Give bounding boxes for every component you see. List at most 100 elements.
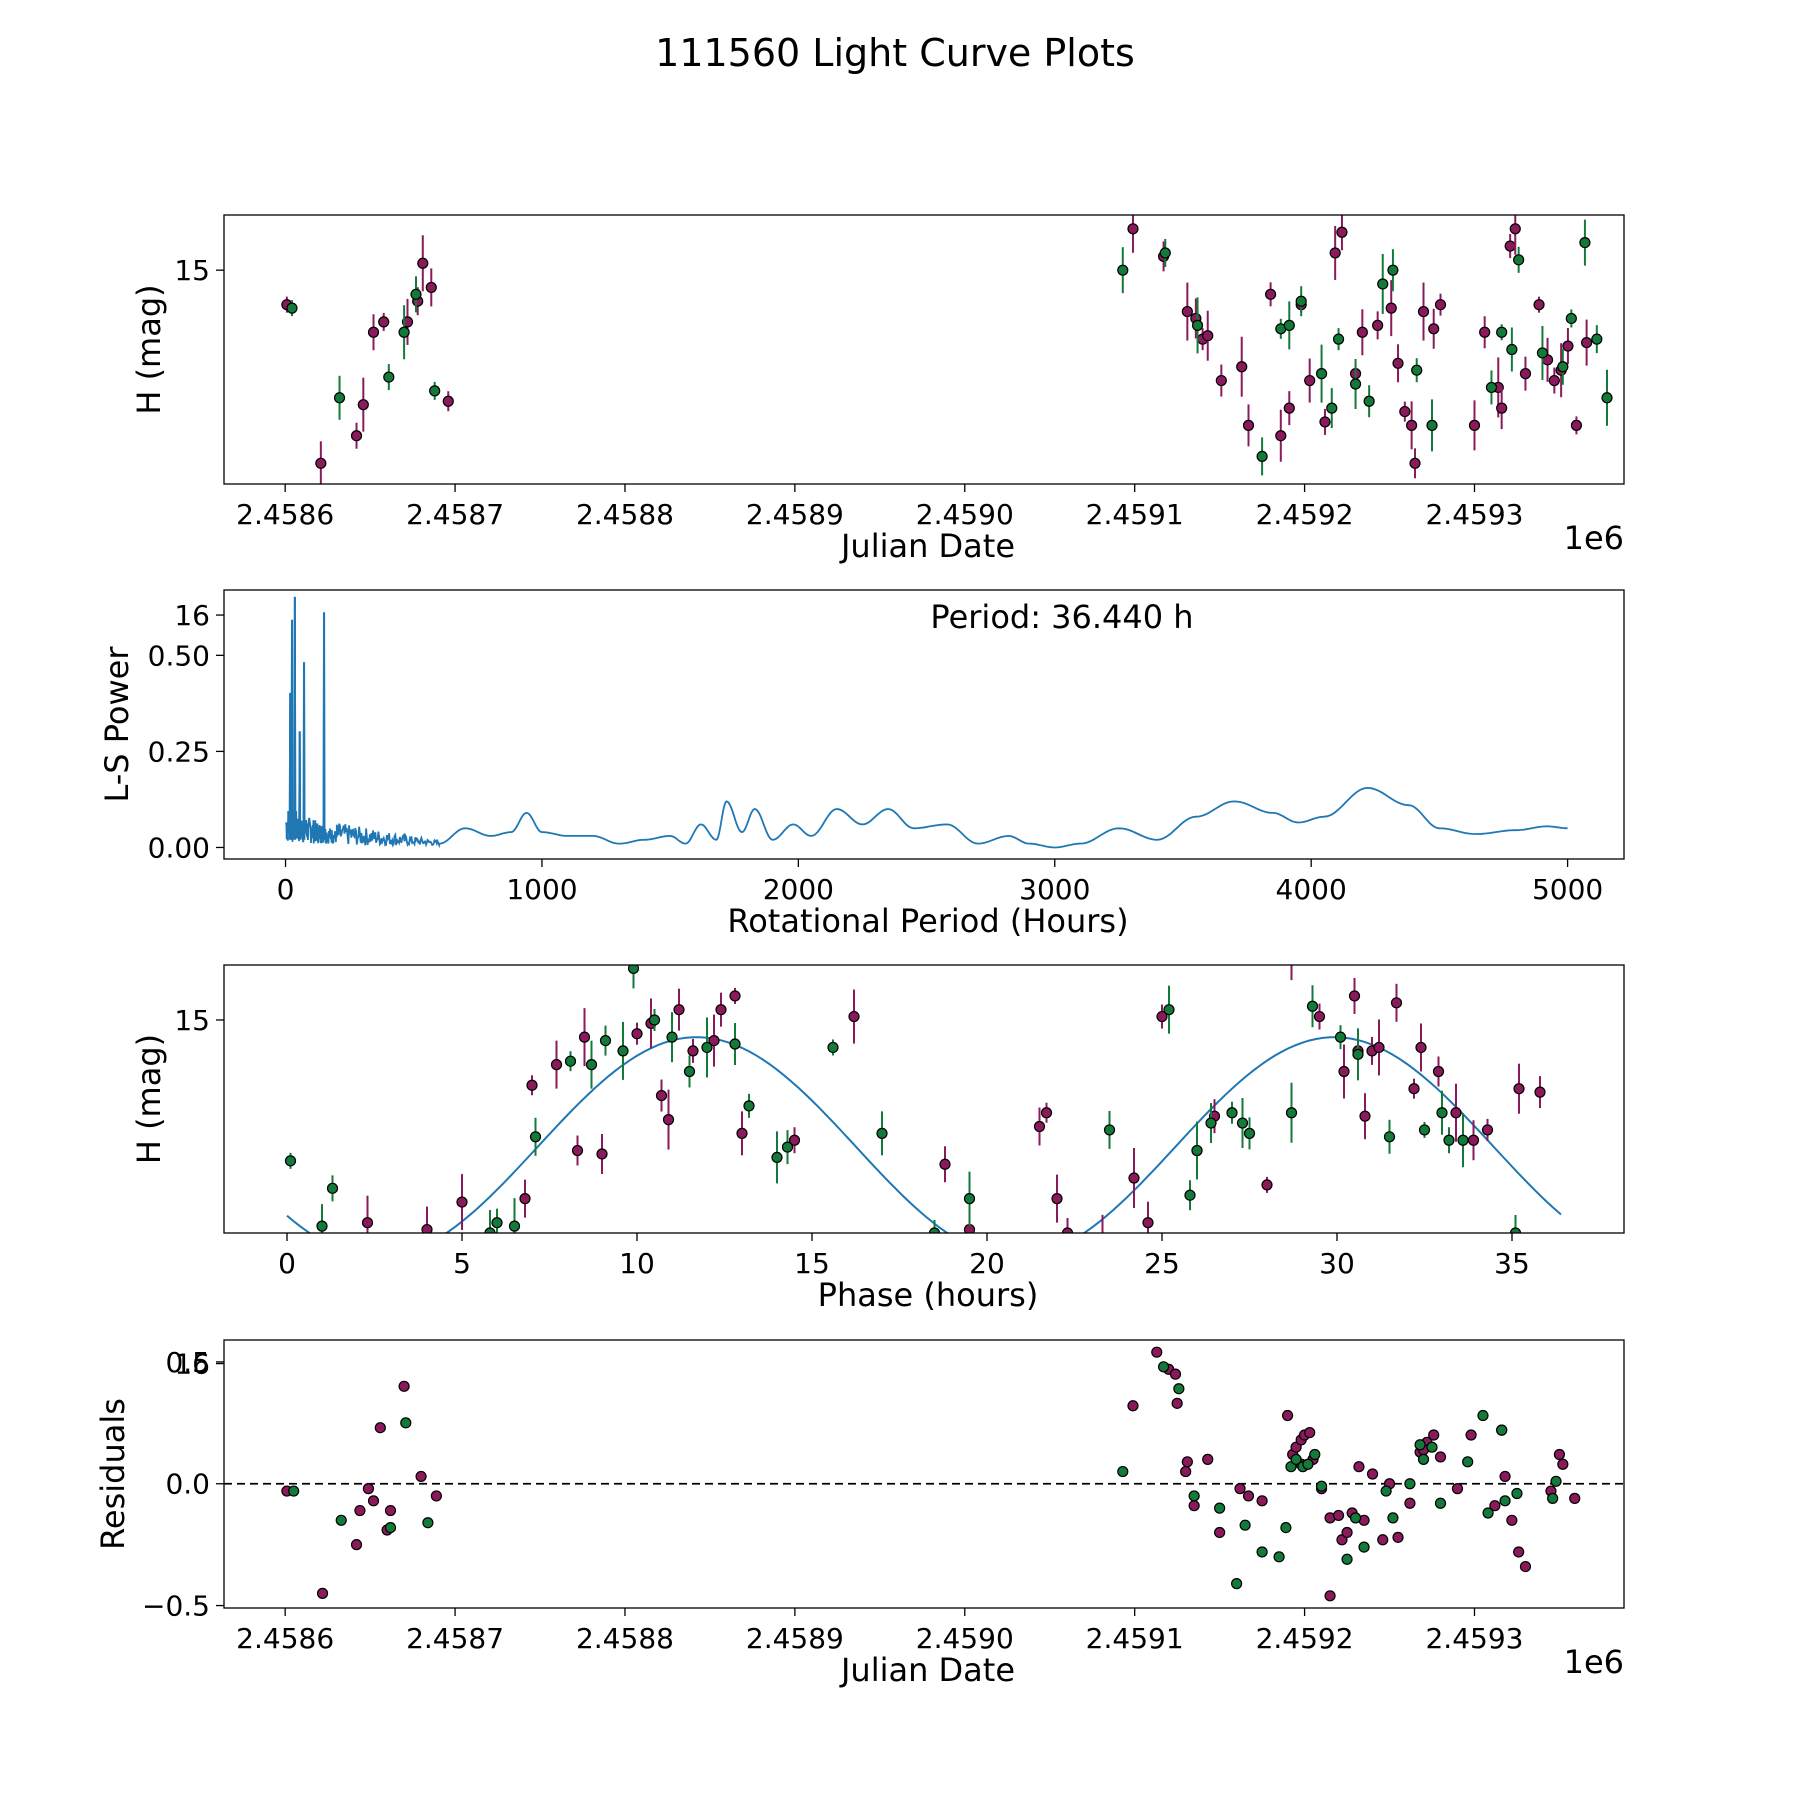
data-point-magenta <box>378 316 390 328</box>
x-offset-label: 1e6 <box>1564 1643 1624 1681</box>
panel-residuals: 2.4586 2.4587 2.4588 2.4589 2.4590 2.4591 2.45… <box>94 1339 1625 1689</box>
data-point-green <box>1434 1497 1447 1509</box>
data-point-magenta <box>1242 419 1255 431</box>
data-point-green <box>1358 1541 1370 1553</box>
panel-lightcurve: 2.4586 2.4587 2.4588 2.4589 2.4590 2.4591 2.45… <box>130 214 1625 632</box>
plot-area <box>285 596 1568 849</box>
periodogram-line <box>285 596 1568 849</box>
data-point-green <box>585 1059 598 1071</box>
data-point-green <box>316 1220 328 1232</box>
data-point-magenta <box>1180 1465 1192 1478</box>
panels-container: 2.4586 2.4587 2.4588 2.4589 2.4590 2.4591 2.45… <box>94 214 1625 1689</box>
data-point-magenta <box>1428 323 1440 335</box>
y-tick-label: 0.50 <box>148 639 210 672</box>
data-point-magenta <box>1499 1470 1511 1483</box>
data-point-green <box>1499 1495 1511 1507</box>
data-point-magenta <box>1557 1458 1569 1470</box>
data-point-green <box>1119 1290 1129 1300</box>
data-point-magenta <box>350 430 363 442</box>
data-point-green <box>1117 1465 1129 1478</box>
data-point-magenta <box>1010 1266 1020 1276</box>
y-tick-label: 15 <box>174 254 210 287</box>
data-point-magenta <box>1408 1083 1420 1095</box>
x-tick-label: 4000 <box>1276 873 1347 906</box>
data-point-green <box>349 1359 359 1369</box>
data-point-green <box>1496 326 1508 338</box>
data-point-magenta <box>1338 1065 1350 1078</box>
x-axis-label: Julian Date <box>839 1651 1015 1689</box>
data-point-magenta <box>415 1470 427 1483</box>
data-point-green <box>1231 1578 1243 1590</box>
data-point-magenta <box>1261 1179 1273 1191</box>
data-point-green <box>1387 1512 1399 1524</box>
y-tick-label: 0.5 <box>165 1346 210 1379</box>
data-point-green <box>1457 1134 1469 1146</box>
x-tick-label: 2.4586 <box>236 498 334 531</box>
data-point-green <box>876 1127 888 1139</box>
data-point-green <box>1443 1134 1455 1146</box>
data-point-magenta <box>450 1297 460 1307</box>
data-point-green <box>975 1321 985 1331</box>
data-point-green <box>1417 1453 1430 1465</box>
data-point-magenta <box>357 399 369 411</box>
data-point-green <box>333 392 346 404</box>
data-point-green <box>1536 347 1549 359</box>
data-point-green <box>1188 1490 1200 1502</box>
data-point-magenta <box>1385 302 1397 314</box>
data-point-green <box>288 1485 300 1497</box>
y-axis-label: H (mag) <box>130 284 168 414</box>
data-point-green <box>1349 1512 1362 1524</box>
data-point-magenta <box>631 1028 643 1040</box>
data-point-green <box>1191 1144 1203 1157</box>
y-tick-label: 0.00 <box>148 831 210 864</box>
data-point-magenta <box>430 1490 442 1502</box>
x-tick-label: 2.4588 <box>576 498 674 531</box>
data-point-green <box>491 1217 503 1229</box>
data-point-magenta <box>1332 1509 1345 1522</box>
data-point-magenta <box>1112 1369 1122 1379</box>
x-tick-label: 2.4588 <box>576 1622 674 1655</box>
data-point-green <box>1462 1456 1474 1468</box>
data-point-magenta <box>1432 1065 1445 1078</box>
data-point-green <box>1565 312 1577 325</box>
x-axis-label: Rotational Period (Hours) <box>727 902 1128 940</box>
data-point-magenta <box>1275 430 1287 442</box>
data-point-green <box>617 1045 629 1057</box>
data-point-green <box>1349 378 1362 390</box>
data-point-magenta <box>1142 1217 1154 1229</box>
data-point-green <box>1377 278 1389 290</box>
data-point-green <box>359 1410 369 1420</box>
data-point-green <box>1205 1117 1217 1129</box>
data-point-green <box>1482 1507 1494 1519</box>
data-point-green <box>1418 1124 1431 1136</box>
data-point-magenta <box>1256 1495 1268 1507</box>
data-point-magenta <box>729 990 741 1002</box>
data-point-magenta <box>1128 1172 1140 1184</box>
x-offset-label: 1e6 <box>1564 519 1624 557</box>
data-point-green <box>1380 1485 1392 1497</box>
data-point-magenta <box>1353 1461 1365 1473</box>
data-point-green <box>1239 1519 1251 1531</box>
data-point-magenta <box>1202 1453 1214 1465</box>
plot-area <box>281 215 1613 484</box>
data-point-magenta <box>1033 1120 1046 1133</box>
x-tick-label: 2.4592 <box>1256 1622 1354 1655</box>
data-point-magenta <box>1281 1409 1294 1422</box>
data-point-green <box>1601 392 1613 404</box>
data-point-magenta <box>1127 1400 1139 1412</box>
data-point-magenta <box>662 1114 675 1126</box>
panel-frame <box>223 589 1625 860</box>
x-tick-label: 1000 <box>506 873 577 906</box>
data-point-magenta <box>1098 1235 1108 1245</box>
data-point-green <box>683 1065 696 1078</box>
data-point-magenta <box>550 1059 563 1071</box>
data-point-green <box>1285 1107 1298 1119</box>
data-point-magenta <box>1234 1483 1246 1495</box>
data-point-green <box>1191 319 1204 331</box>
period-annotation: Period: 36.440 h <box>930 598 1193 636</box>
data-point-green <box>1184 1189 1196 1201</box>
data-point-magenta <box>1359 1110 1371 1122</box>
data-point-green <box>1283 319 1295 331</box>
data-point-green <box>398 326 410 338</box>
